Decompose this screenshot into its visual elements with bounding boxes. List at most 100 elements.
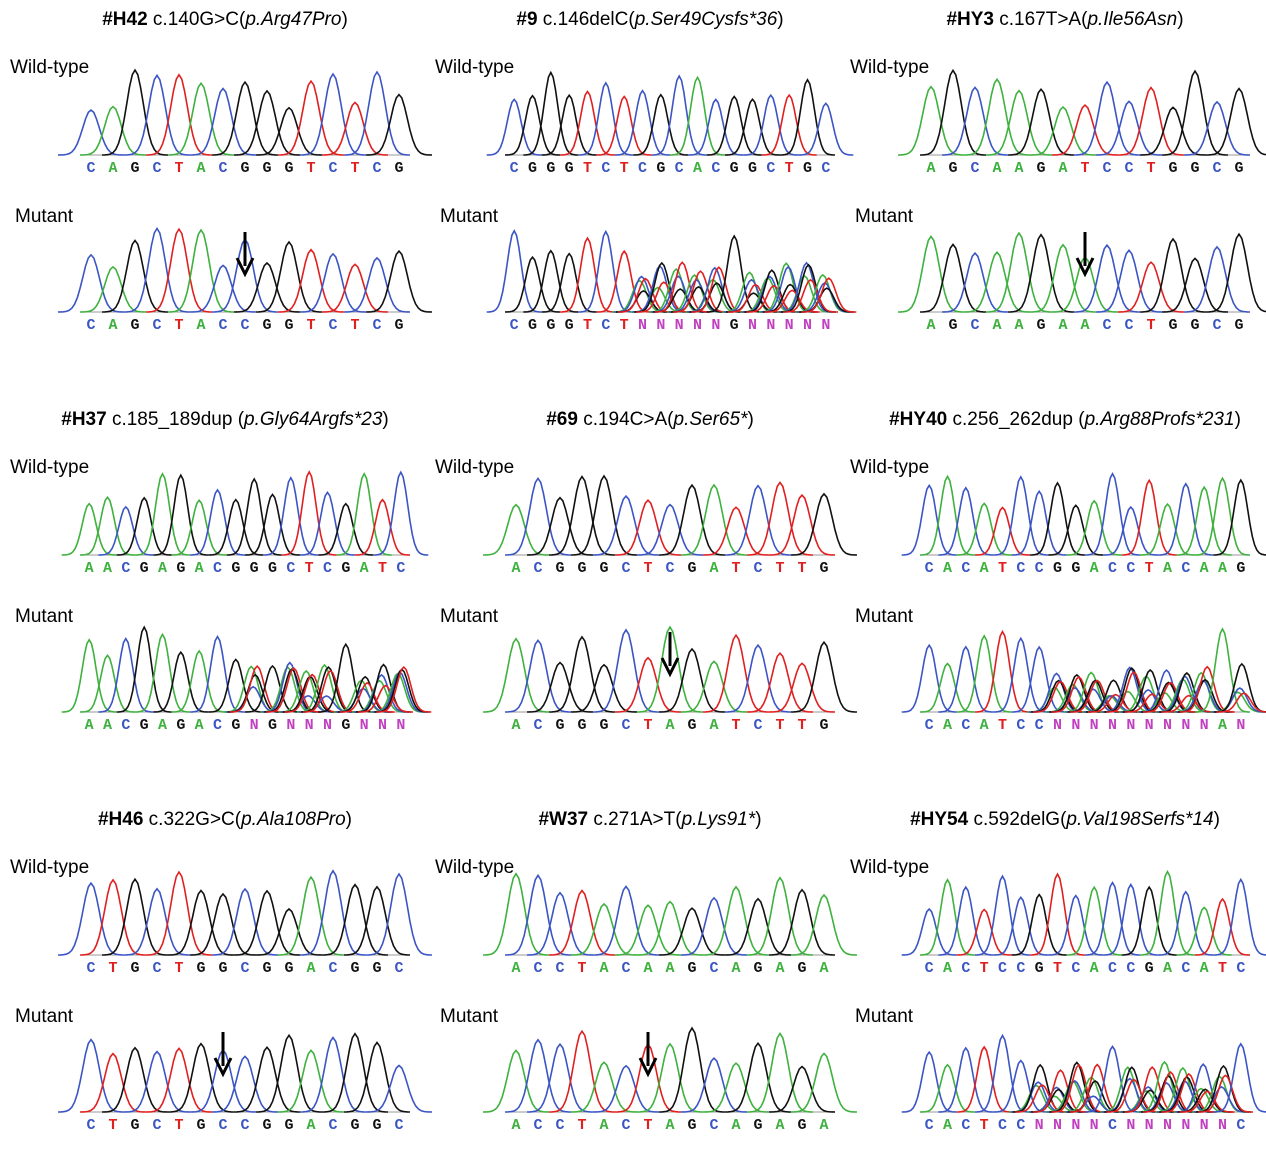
- peak: [153, 652, 208, 712]
- panel: #69 c.194C>A(p.Ser65*)Wild-typeMutantACG…: [435, 409, 857, 734]
- base-call: C: [1236, 1117, 1245, 1134]
- base-call: N: [1053, 717, 1062, 734]
- peak: [245, 495, 300, 556]
- peak: [58, 883, 124, 955]
- base-call: A: [731, 1117, 740, 1134]
- base-call: N: [1090, 1117, 1099, 1134]
- base-call: C: [1212, 160, 1221, 177]
- peak: [1012, 895, 1067, 955]
- peak: [769, 495, 835, 555]
- base-call: A: [599, 1117, 608, 1134]
- base-call: T: [620, 317, 629, 334]
- peak: [920, 70, 986, 155]
- sample-id: #HY40: [889, 409, 947, 430]
- base-call: G: [240, 160, 249, 177]
- sample-id: #69: [546, 409, 578, 430]
- base-call: C: [152, 160, 161, 177]
- peak: [146, 1048, 212, 1112]
- base-call: C: [753, 560, 762, 577]
- base-call: A: [108, 317, 117, 334]
- base-call: A: [926, 317, 935, 334]
- base-call: C: [1236, 960, 1245, 977]
- base-call: N: [1236, 717, 1245, 734]
- base-call: A: [1218, 560, 1227, 577]
- base-call: A: [943, 560, 952, 577]
- peak: [938, 887, 993, 955]
- base-call: C: [328, 960, 337, 977]
- base-call: G: [372, 960, 381, 977]
- peak: [227, 479, 282, 555]
- close-paren: ): [341, 9, 347, 30]
- panel-title: #W37 c.271A>T(p.Lys91*): [538, 809, 761, 830]
- base-call: G: [140, 717, 149, 734]
- peak: [1162, 71, 1228, 155]
- peak: [124, 1052, 190, 1112]
- peak: [769, 663, 835, 712]
- base-call: N: [821, 317, 830, 334]
- base-call: C: [1126, 960, 1135, 977]
- base-call: C: [372, 317, 381, 334]
- panel-title: #HY40 c.256_262dup (p.Arg88Profs*231): [889, 409, 1241, 430]
- protein-change: p.Val198Serfs*14: [1065, 809, 1213, 830]
- base-call: C: [86, 1117, 95, 1134]
- base-call: T: [797, 560, 806, 577]
- peak: [124, 75, 190, 155]
- peak: [725, 1043, 791, 1112]
- wildtype-label: Wild-type: [435, 57, 514, 78]
- base-call: C: [1181, 560, 1190, 577]
- peak: [898, 236, 964, 312]
- peak: [344, 887, 410, 955]
- base-call: A: [360, 560, 369, 577]
- base-call: T: [980, 1117, 989, 1134]
- mutant-label: Mutant: [440, 1006, 499, 1027]
- peak: [1162, 258, 1228, 312]
- peak: [942, 253, 1008, 312]
- base-call: T: [350, 160, 359, 177]
- peak: [256, 909, 322, 955]
- base-call: C: [970, 160, 979, 177]
- peak: [1067, 501, 1122, 555]
- base-call: N: [803, 317, 812, 334]
- panel-title: #9 c.146delC(p.Ser49Cysfs*36): [516, 9, 783, 30]
- peak: [1184, 247, 1250, 312]
- base-call: C: [240, 960, 249, 977]
- peak: [212, 889, 278, 955]
- peak: [322, 1034, 388, 1112]
- peak: [964, 79, 1030, 155]
- peak: [1048, 896, 1103, 955]
- peak: [146, 75, 212, 155]
- peak: [523, 73, 578, 156]
- base-call: T: [998, 717, 1007, 734]
- base-call: G: [350, 1117, 359, 1134]
- base-call: C: [1181, 960, 1190, 977]
- close-paren: ): [382, 409, 388, 430]
- base-call: T: [583, 317, 592, 334]
- wildtype-label: Wild-type: [850, 457, 929, 478]
- peak: [300, 254, 366, 312]
- base-call: G: [797, 1117, 806, 1134]
- sample-id: #HY54: [910, 809, 969, 830]
- peak: [725, 486, 791, 555]
- base-call: C: [1016, 717, 1025, 734]
- peak: [1085, 883, 1140, 955]
- base-call: T: [775, 717, 784, 734]
- peak: [366, 1066, 432, 1113]
- base-call: C: [998, 960, 1007, 977]
- peak: [957, 504, 1012, 556]
- base-call: N: [286, 717, 295, 734]
- base-call: A: [992, 160, 1001, 177]
- wildtype-label: Wild-type: [435, 457, 514, 478]
- base-call: C: [1102, 160, 1111, 177]
- peak: [373, 472, 428, 555]
- base-call: T: [378, 560, 387, 577]
- peak: [542, 95, 597, 155]
- base-call: C: [675, 160, 684, 177]
- peak: [747, 483, 813, 556]
- base-call: C: [925, 717, 934, 734]
- base-call: C: [925, 960, 934, 977]
- peak: [282, 472, 337, 555]
- protein-change: p.Ala108Pro: [240, 809, 346, 830]
- base-call: G: [656, 160, 665, 177]
- base-call: T: [643, 1117, 652, 1134]
